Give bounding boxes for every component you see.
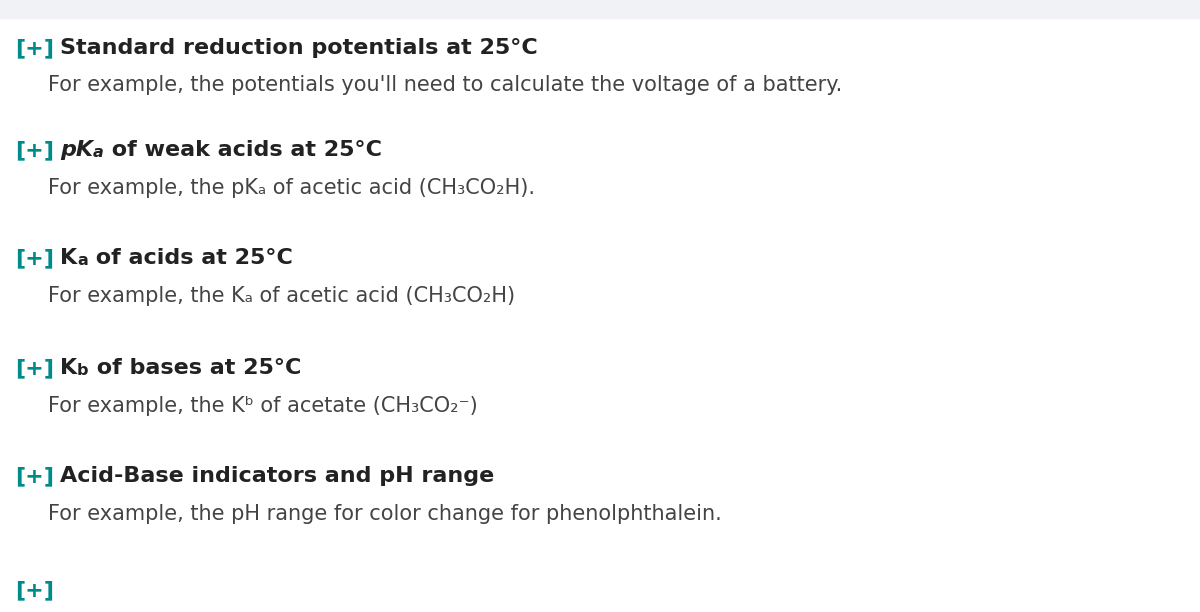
Text: Acid-Base indicators and pH range: Acid-Base indicators and pH range (60, 466, 494, 486)
Text: [+]: [+] (14, 358, 54, 378)
Text: For example, the pKₐ of acetic acid (CH₃CO₂H).: For example, the pKₐ of acetic acid (CH₃… (48, 178, 535, 198)
Text: a: a (77, 253, 88, 268)
Text: K: K (60, 248, 77, 268)
Text: of acids at 25°C: of acids at 25°C (88, 248, 293, 268)
Bar (0, 0, 1200, 16)
Text: [+]: [+] (14, 580, 54, 600)
Text: Standard reduction potentials at 25°C: Standard reduction potentials at 25°C (60, 38, 538, 58)
Text: [+]: [+] (14, 248, 54, 268)
Text: b: b (77, 363, 89, 378)
Text: pK: pK (60, 140, 94, 160)
Text: [+]: [+] (14, 140, 54, 160)
Text: For example, the pH range for color change for phenolphthalein.: For example, the pH range for color chan… (48, 504, 721, 524)
Text: For example, the Kₐ of acetic acid (CH₃CO₂H): For example, the Kₐ of acetic acid (CH₃C… (48, 286, 515, 306)
Text: [+]: [+] (14, 466, 54, 486)
Text: of bases at 25°C: of bases at 25°C (89, 358, 301, 378)
Text: For example, the Kᵇ of acetate (CH₃CO₂⁻): For example, the Kᵇ of acetate (CH₃CO₂⁻) (48, 396, 478, 416)
Text: of weak acids at 25°C: of weak acids at 25°C (104, 140, 382, 160)
Text: [+]: [+] (14, 38, 54, 58)
Text: K: K (60, 358, 77, 378)
Text: For example, the potentials you'll need to calculate the voltage of a battery.: For example, the potentials you'll need … (48, 75, 842, 95)
Text: a: a (94, 145, 104, 160)
Bar (0, 0, 1200, 18)
